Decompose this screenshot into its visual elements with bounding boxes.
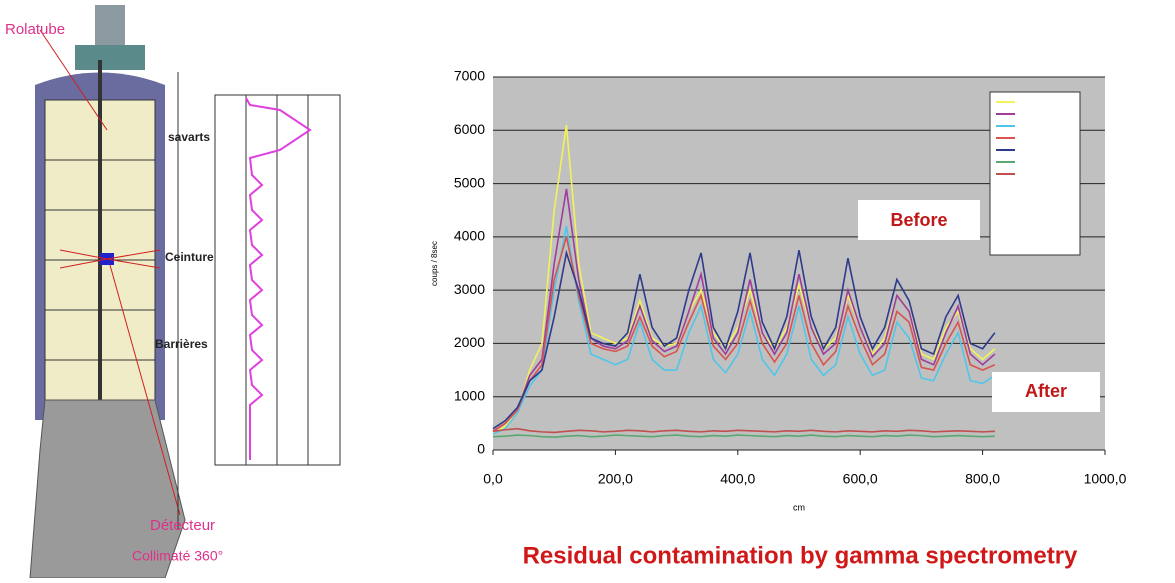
y-tick-label: 4000 [454, 228, 485, 244]
y-tick-label: 2000 [454, 334, 485, 350]
x-tick-label: 0,0 [483, 471, 503, 487]
caption: Residual contamination by gamma spectrom… [523, 542, 1078, 569]
head-frame [75, 45, 145, 70]
diagram-label: Ceinture [165, 250, 214, 264]
diagram-label: Détecteur [150, 517, 215, 534]
diagram-label: Barrières [155, 337, 208, 351]
y-tick-label: 0 [477, 441, 485, 457]
page: Rolatube savarts Ceinture Barrières Déte… [0, 0, 1175, 578]
x-tick-label: 800,0 [965, 471, 1000, 487]
y-tick-label: 6000 [454, 121, 485, 137]
annotation: After [1025, 381, 1067, 401]
x-axis-label: cm [793, 502, 805, 512]
y-tick-label: 5000 [454, 174, 485, 190]
y-axis-label: coups / 8sec [430, 241, 439, 286]
y-tick-label: 1000 [454, 387, 485, 403]
diagram-label: Collimaté 360° [132, 548, 223, 564]
column-diagram: Rolatube savarts Ceinture Barrières Déte… [5, 5, 340, 578]
x-tick-label: 200,0 [598, 471, 633, 487]
x-tick-label: 600,0 [843, 471, 878, 487]
annotation: Before [890, 210, 947, 230]
y-tick-label: 3000 [454, 281, 485, 297]
diagram-label: savarts [168, 130, 210, 144]
y-tick-label: 7000 [454, 68, 485, 84]
x-tick-label: 1000,0 [1084, 471, 1127, 487]
diagram-label: Rolatube [5, 21, 65, 38]
x-tick-label: 400,0 [720, 471, 755, 487]
